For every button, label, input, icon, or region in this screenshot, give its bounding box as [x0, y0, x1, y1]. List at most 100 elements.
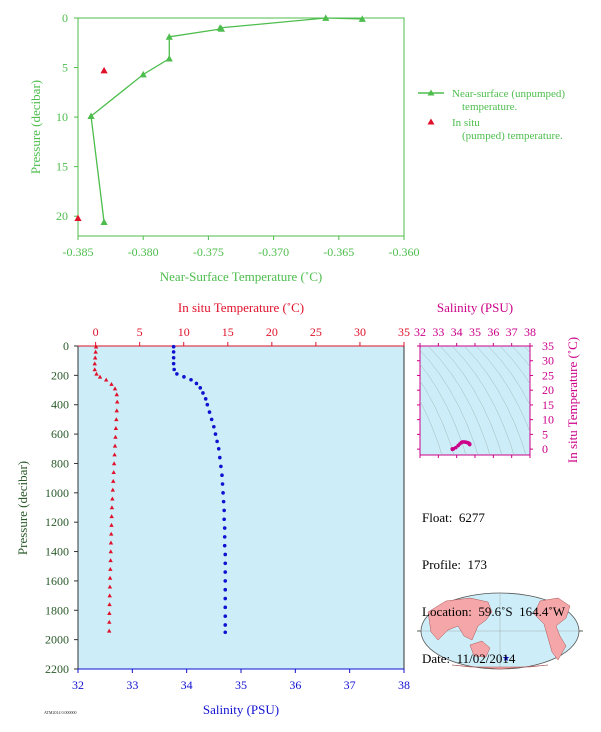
- map-land-antarctica: [451, 664, 549, 670]
- ts-y-tick-label: 20: [542, 383, 554, 397]
- salinity-point: [223, 579, 228, 583]
- temperature-point: [112, 443, 118, 448]
- salinity-point: [220, 482, 225, 486]
- salinity-point: [223, 552, 228, 557]
- temperature-point: [108, 558, 113, 563]
- salinity-point: [221, 491, 225, 495]
- legend-marker-pumped: [427, 118, 435, 125]
- profile-temperature-ticks: 0 5 10 15 20 25 30 35: [93, 325, 410, 346]
- salinity-point: [212, 424, 216, 429]
- density-contour: [499, 346, 530, 385]
- ts-y-tick-label: 0: [542, 442, 548, 456]
- temperature-point: [109, 381, 114, 386]
- temperature-point: [108, 540, 114, 545]
- density-contour: [523, 346, 530, 353]
- legend-text-unpumped: Near-surface (unpumped) temperature.: [452, 88, 568, 113]
- pressure-tick-label: 400: [51, 398, 69, 412]
- density-contour: [511, 346, 530, 367]
- unpumped-point: [322, 14, 330, 21]
- salinity-point: [198, 386, 203, 390]
- temperature-point: [93, 344, 99, 349]
- unpumped-point: [165, 55, 173, 62]
- pressure-tick-label: 1600: [45, 574, 69, 588]
- density-contour: [420, 363, 467, 455]
- temperature-point: [108, 566, 113, 571]
- float-id: Float: 6277: [422, 510, 485, 525]
- near-surface-x-label: Near-Surface Temperature (˚C): [160, 269, 322, 284]
- salinity-point: [220, 473, 224, 478]
- ts-point: [453, 445, 458, 450]
- x-tick-label: -0.365: [323, 245, 354, 259]
- temperature-point: [92, 367, 97, 372]
- pressure-tick-label: 1000: [45, 486, 69, 500]
- density-contour: [420, 349, 479, 455]
- temperature-point: [103, 377, 109, 382]
- profile-y-label: Pressure (decibar): [15, 461, 30, 555]
- salinity-point: [222, 526, 227, 530]
- x-tick-label: -0.385: [63, 245, 94, 259]
- temperature-tick-label: 20: [266, 325, 278, 339]
- y-tick-label: 5: [62, 61, 68, 75]
- ts-y-tick-label: 25: [542, 368, 554, 382]
- y-tick-label: 20: [56, 209, 68, 223]
- map-land-australia: [469, 640, 491, 658]
- temperature-point: [115, 399, 120, 404]
- x-tick-label: -0.375: [193, 245, 224, 259]
- salinity-point: [215, 439, 219, 444]
- salinity-point: [223, 561, 228, 566]
- pressure-tick-label: 1800: [45, 603, 69, 617]
- ts-x-tick-label: 33: [432, 325, 444, 339]
- profile-pressure-ticks: 0 200 400 600 800 1000 1200 1400 1600 1800 2000 220…: [45, 339, 78, 676]
- temperature-point: [112, 452, 117, 457]
- salinity-point: [222, 543, 227, 548]
- salinity-tick-label: 33: [126, 678, 138, 692]
- map-land-americas: [533, 597, 571, 661]
- salinity-point: [194, 381, 199, 386]
- ts-y-tick-label: 10: [542, 413, 554, 427]
- salinity-point: [171, 361, 176, 366]
- temperature-point: [109, 505, 115, 510]
- unpumped-point: [165, 33, 173, 40]
- series-line-unpumped: [90, 17, 363, 223]
- salinity-point: [222, 517, 226, 522]
- pressure-tick-label: 0: [63, 339, 69, 353]
- ts-x-tick-label: 38: [524, 325, 536, 339]
- salinity-point: [203, 397, 208, 401]
- temperature-point: [93, 349, 98, 354]
- salinity-point: [223, 596, 228, 601]
- unpumped-point: [358, 15, 366, 22]
- ts-y-tick-label: 5: [542, 427, 548, 441]
- profile-chart: 0200400600800100012001400160018002000220…: [15, 300, 410, 717]
- x-tick-label: -0.380: [128, 245, 159, 259]
- density-contour: [463, 346, 527, 455]
- pressure-tick-label: 200: [51, 368, 69, 382]
- salinity-tick-label: 35: [235, 678, 247, 692]
- pumped-point: [74, 214, 82, 222]
- density-contour: [427, 346, 491, 455]
- ts-x-tick-label: 36: [487, 325, 499, 339]
- salinity-point: [223, 570, 228, 574]
- pressure-tick-label: 600: [51, 427, 69, 441]
- near-surface-x-ticks: -0.385 -0.380 -0.375 -0.370 -0.365 -0.360: [63, 236, 420, 259]
- temperature-point: [114, 392, 119, 397]
- ts-point: [467, 442, 472, 447]
- salinity-tick-label: 37: [344, 678, 356, 692]
- unpumped-point: [87, 112, 95, 119]
- near-surface-y-ticks: 0 5 10 15 20: [56, 11, 78, 223]
- salinity-point: [219, 464, 223, 469]
- salinity-point: [213, 432, 218, 436]
- density-contour: [420, 400, 443, 455]
- temperature-point: [92, 361, 97, 366]
- temperature-tick-label: 25: [310, 325, 322, 339]
- salinity-point: [223, 623, 228, 627]
- near-surface-chart: -0.385 -0.380 -0.375 -0.370 -0.365 -0.360 0 5 1…: [28, 11, 568, 284]
- temperature-point: [109, 514, 114, 519]
- profile-plot-area: [77, 345, 405, 670]
- salinity-point: [171, 350, 176, 354]
- ts-x-tick-label: 32: [414, 325, 426, 339]
- float-location-marker: ★: [502, 653, 510, 663]
- pressure-tick-label: 800: [51, 456, 69, 470]
- temperature-point: [92, 355, 98, 360]
- temperature-point: [113, 426, 119, 430]
- salinity-point: [223, 614, 228, 618]
